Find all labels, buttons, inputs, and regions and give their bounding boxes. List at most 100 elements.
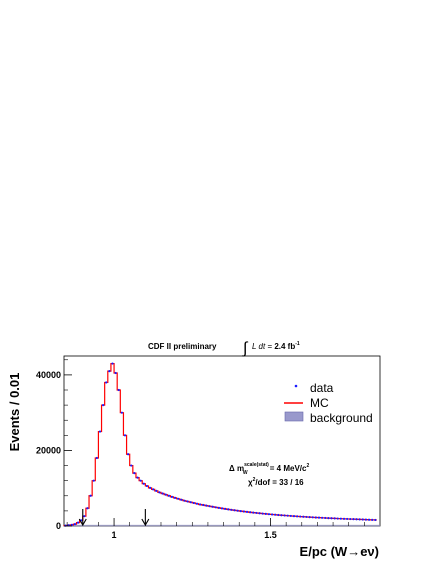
y-axis-label: Events / 0.01: [7, 373, 22, 452]
data-point: [73, 523, 77, 526]
data-point: [76, 521, 80, 524]
data-point: [89, 494, 92, 497]
data-point: [198, 503, 202, 506]
y-tick-label: 40000: [36, 370, 61, 380]
data-point: [277, 513, 280, 517]
data-point: [261, 512, 264, 515]
y-tick-label: 0: [56, 521, 61, 531]
data-point: [361, 518, 364, 521]
data-point: [352, 518, 355, 521]
data-point: [133, 472, 136, 475]
data-point: [302, 515, 305, 518]
data-point: [224, 507, 227, 510]
annotation-scale: Δ mscale(stat) W = 4 MeV/c2: [229, 462, 309, 476]
data-point: [98, 430, 102, 433]
y-tick-label: 20000: [36, 445, 61, 455]
data-point: [86, 507, 89, 510]
data-point: [95, 456, 98, 460]
data-point: [208, 505, 211, 508]
data-point: [233, 509, 236, 512]
data-point: [236, 509, 239, 512]
data-point: [195, 502, 199, 505]
header-label: CDF II preliminary: [148, 342, 217, 351]
data-point: [305, 515, 308, 519]
data-point: [170, 495, 174, 499]
x-tick-label: 1: [112, 530, 117, 540]
data-point: [189, 501, 192, 504]
data-point: [274, 513, 277, 516]
data-point: [317, 516, 321, 519]
data-point: [180, 498, 183, 501]
data-point: [120, 411, 123, 414]
data-point: [114, 371, 117, 375]
data-point: [283, 514, 286, 517]
legend: data MC background: [284, 381, 373, 425]
data-point: [295, 515, 299, 518]
data-point: [292, 515, 296, 518]
data-point: [327, 517, 330, 520]
data-point: [349, 517, 352, 521]
data-point: [111, 362, 114, 365]
x-axis-label: E/pc (W→eν): [300, 544, 379, 559]
data-point: [130, 464, 133, 467]
data-point: [314, 516, 317, 519]
data-point: [245, 510, 249, 513]
data-point: [186, 500, 189, 503]
data-point: [364, 518, 368, 521]
data-point: [311, 516, 314, 519]
data-point: [270, 513, 274, 516]
data-point: [211, 505, 214, 508]
data-point: [123, 434, 127, 437]
data-point: [167, 494, 170, 497]
data-point: [321, 516, 324, 519]
data-point: [173, 496, 177, 499]
x-tick-label: 1.5: [264, 530, 277, 540]
data-point: [330, 517, 333, 520]
legend-background-swatch: [284, 411, 304, 422]
data-point: [145, 484, 149, 488]
data-point: [70, 523, 73, 526]
data-point: [346, 517, 349, 521]
legend-data-label: data: [310, 381, 334, 395]
data-point: [358, 518, 361, 521]
data-point: [308, 516, 311, 519]
annotation-chi2: χ2/dof = 33 / 16: [248, 477, 304, 487]
data-point: [289, 514, 292, 518]
data-point: [155, 489, 158, 492]
data-point: [342, 517, 346, 520]
data-point: [192, 501, 195, 505]
data-point: [205, 504, 208, 507]
data-point: [108, 370, 111, 373]
integral-sign-icon: ∫: [242, 340, 249, 357]
data-point: [299, 515, 302, 518]
data-point: [255, 511, 258, 515]
data-point: [139, 479, 142, 482]
data-point: [324, 516, 327, 520]
data-point: [227, 508, 230, 511]
data-point: [83, 515, 86, 518]
data-point: [148, 486, 152, 489]
data-point: [217, 506, 220, 509]
data-point: [202, 503, 205, 507]
data-point: [117, 388, 120, 392]
data-point: [280, 514, 283, 517]
data-point: [183, 499, 186, 502]
legend-data-marker: [294, 384, 298, 388]
data-point: [355, 518, 358, 521]
data-point: [267, 513, 271, 516]
data-point: [220, 507, 224, 510]
data-point: [242, 510, 246, 513]
data-point: [164, 493, 167, 496]
data-point: [102, 404, 105, 407]
data-point: [161, 492, 164, 495]
data-point: [371, 518, 374, 521]
fit-window-arrow-head: [141, 518, 150, 527]
data-point: [214, 506, 217, 509]
plot-area: 0 20000 40000 1 1.5: [36, 355, 381, 540]
legend-mc-label: MC: [310, 396, 329, 410]
fit-window-arrow-head: [78, 518, 87, 527]
data-point: [105, 381, 108, 384]
data-point: [158, 491, 161, 494]
